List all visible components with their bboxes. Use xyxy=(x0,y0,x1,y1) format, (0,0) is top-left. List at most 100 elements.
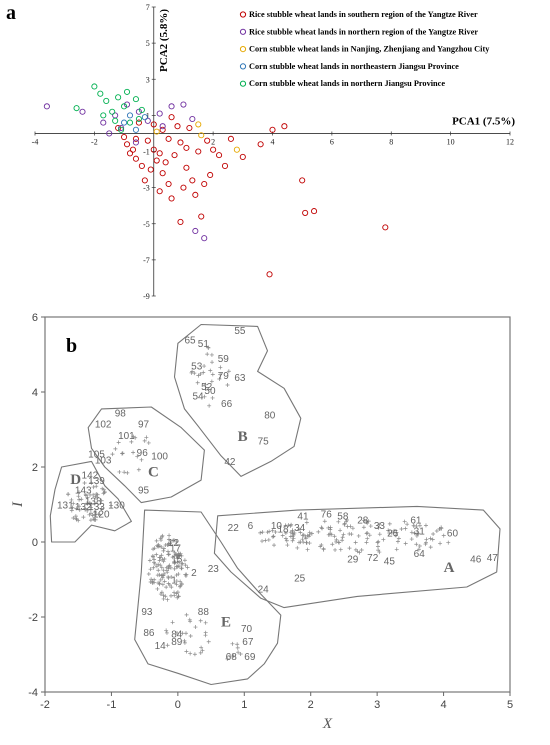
point-number-label: 34 xyxy=(294,523,306,534)
data-point xyxy=(121,119,128,126)
point-marker xyxy=(283,536,288,541)
data-point xyxy=(165,135,172,142)
point-marker xyxy=(368,524,373,529)
cluster-outline xyxy=(49,460,132,543)
data-point xyxy=(198,213,205,220)
point-marker xyxy=(231,654,236,659)
point-marker xyxy=(341,532,346,537)
point-marker xyxy=(179,566,184,571)
point-marker xyxy=(199,645,204,650)
point-marker xyxy=(394,530,399,535)
data-point xyxy=(207,171,214,179)
point-marker xyxy=(430,537,435,542)
data-point xyxy=(189,177,196,184)
point-marker xyxy=(326,525,331,530)
cluster-letter-label: E xyxy=(221,614,231,630)
data-point xyxy=(150,146,157,153)
point-marker xyxy=(169,574,174,579)
data-point xyxy=(162,159,169,166)
point-marker xyxy=(87,512,92,517)
data-point xyxy=(103,97,110,104)
x-axis-title: PCA1 (7.5%) xyxy=(452,115,515,127)
point-marker xyxy=(151,565,156,570)
data-point xyxy=(168,103,175,110)
point-number-label: 58 xyxy=(337,512,349,523)
data-point xyxy=(180,184,187,191)
point-marker xyxy=(334,539,339,544)
point-marker xyxy=(179,582,184,587)
point-marker xyxy=(270,534,275,539)
point-marker xyxy=(116,440,121,445)
point-marker xyxy=(290,529,295,534)
data-point xyxy=(112,112,119,119)
point-marker xyxy=(133,435,138,440)
point-marker xyxy=(270,528,275,533)
point-number-label: 25 xyxy=(294,573,306,584)
point-marker xyxy=(90,513,95,518)
data-point xyxy=(118,124,125,132)
data-point xyxy=(126,150,134,157)
point-number-label: 138 xyxy=(85,497,102,508)
point-marker xyxy=(263,538,268,543)
point-marker xyxy=(238,652,243,657)
data-point xyxy=(168,195,175,202)
point-marker xyxy=(173,560,178,565)
point-marker xyxy=(336,519,341,524)
point-marker xyxy=(169,593,174,598)
point-number-label: 15 xyxy=(171,555,183,566)
point-marker xyxy=(66,492,71,497)
data-point xyxy=(123,101,131,108)
point-marker xyxy=(375,540,380,545)
data-point xyxy=(192,191,199,198)
point-number-label: 95 xyxy=(138,485,150,496)
point-marker xyxy=(365,521,370,526)
point-number-label: 102 xyxy=(95,420,112,431)
data-point xyxy=(100,112,107,119)
point-marker xyxy=(340,538,345,543)
point-marker xyxy=(195,380,200,385)
y-tick-label: 1 xyxy=(146,111,150,120)
data-point xyxy=(121,133,128,141)
point-marker xyxy=(156,568,161,573)
y-tick-label: 7 xyxy=(146,3,150,12)
point-number-label: 69 xyxy=(244,652,256,663)
data-point xyxy=(106,130,113,137)
point-number-label: 52 xyxy=(201,382,213,393)
point-number-label: 63 xyxy=(234,373,246,384)
point-marker xyxy=(316,529,321,534)
x-tick-label: 4 xyxy=(271,137,275,146)
legend-label: Corn stubble wheat lands in northeastern… xyxy=(249,62,459,71)
point-marker xyxy=(209,379,214,384)
x-tick-label: -4 xyxy=(32,137,39,146)
point-marker xyxy=(235,642,240,647)
point-marker xyxy=(328,527,333,532)
data-point xyxy=(79,108,86,115)
y-tick-label: -4 xyxy=(28,687,38,699)
point-marker xyxy=(327,532,332,537)
point-marker xyxy=(203,620,208,625)
point-number-label: 101 xyxy=(118,431,135,442)
data-point xyxy=(180,101,187,108)
data-point xyxy=(156,150,163,157)
point-marker xyxy=(182,558,187,563)
data-point xyxy=(118,126,125,133)
point-marker xyxy=(165,570,170,575)
point-marker xyxy=(159,590,164,595)
data-point xyxy=(109,108,116,115)
point-marker xyxy=(117,469,122,474)
point-marker xyxy=(376,525,381,530)
point-marker xyxy=(386,528,391,533)
point-marker xyxy=(166,542,171,547)
point-marker xyxy=(416,531,421,536)
point-number-label: 86 xyxy=(143,628,155,639)
x-tick-label: 3 xyxy=(374,699,380,711)
point-number-label: 100 xyxy=(151,452,168,463)
point-marker xyxy=(431,531,436,536)
point-number-label: 59 xyxy=(218,354,230,365)
point-marker xyxy=(161,593,166,598)
point-marker xyxy=(167,533,172,538)
point-marker xyxy=(74,516,79,521)
point-number-label: 2 xyxy=(191,568,197,579)
pca-scatter-plot: -4 -2 2 4 6 8 10 12 7 5 3 1 -1 -3 -5 -7 -9 PCA1 (7.5%) PCA… xyxy=(32,3,516,301)
point-marker xyxy=(357,550,362,555)
